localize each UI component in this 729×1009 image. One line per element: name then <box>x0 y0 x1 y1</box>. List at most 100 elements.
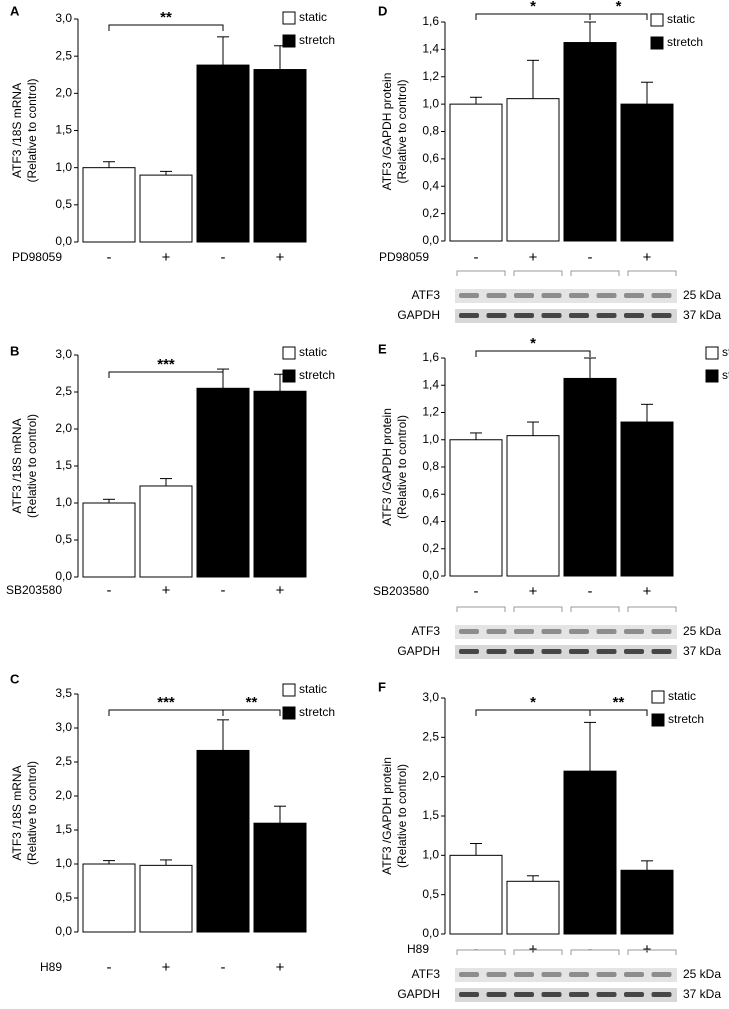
x-tick-label: - <box>107 249 112 266</box>
lane-bracket <box>456 606 506 612</box>
y-axis-title: ATF3 /18S mRNA <box>10 418 24 513</box>
y-tick-label: 2,0 <box>55 788 72 802</box>
bar <box>139 485 193 578</box>
y-tick-label: 0,6 <box>422 486 439 500</box>
lane-bracket <box>513 606 563 612</box>
y-tick-label: 1,2 <box>422 69 439 83</box>
blot-band <box>651 629 672 634</box>
y-tick-label: 0,4 <box>422 514 439 528</box>
blot-label: ATF3 <box>412 288 441 302</box>
blot-band <box>624 972 644 977</box>
blot-band <box>569 972 589 977</box>
bar <box>620 869 674 935</box>
blot-band <box>486 992 507 997</box>
legend-label: stretch <box>299 368 335 382</box>
blot-size: 37 kDa <box>683 644 721 658</box>
x-tick-label: - <box>588 249 593 266</box>
legend-label: stretch <box>722 368 729 382</box>
x-tick-label: + <box>276 582 285 599</box>
blot-band <box>459 972 479 977</box>
y-tick-label: 0,5 <box>55 197 72 211</box>
x-tick-label: + <box>276 249 285 266</box>
legend-label: static <box>722 345 729 359</box>
blot-band <box>486 629 507 634</box>
x-tick-label: - <box>588 941 593 958</box>
legend-swatch <box>282 706 296 720</box>
legend-label: stretch <box>668 712 704 726</box>
significance-bracket <box>589 709 648 716</box>
legend-swatch <box>651 713 665 727</box>
blot-band <box>459 649 479 654</box>
y-tick-label: 0,5 <box>55 532 72 546</box>
x-tick-label: - <box>107 582 112 599</box>
legend-swatch <box>705 369 719 383</box>
y-tick-label: 2,0 <box>55 421 72 435</box>
legend-swatch <box>282 11 296 25</box>
y-tick-label: 2,0 <box>422 769 439 783</box>
y-tick-label: 3,0 <box>55 11 72 25</box>
bar <box>82 863 136 933</box>
significance-bracket <box>475 350 591 357</box>
legend-swatch <box>650 13 664 27</box>
significance-label: ** <box>160 9 172 26</box>
blot-band <box>596 313 617 318</box>
y-tick-label: 1,0 <box>55 160 72 174</box>
significance-bracket <box>589 13 648 20</box>
treatment-label: PD98059 <box>379 250 429 264</box>
blot-label: GAPDH <box>397 308 440 322</box>
lane-bracket <box>513 270 563 276</box>
blot-band <box>569 293 589 298</box>
blot-band <box>486 313 507 318</box>
y-tick-label: 0,4 <box>422 178 439 192</box>
x-tick-label: + <box>529 583 538 600</box>
blot-size: 25 kDa <box>683 288 721 302</box>
lane-bracket <box>627 606 677 612</box>
y-axis-title: (Relative to control) <box>25 761 39 865</box>
legend-swatch <box>650 36 664 50</box>
blot-band <box>541 992 562 997</box>
bar <box>82 167 136 243</box>
blot-band <box>624 293 644 298</box>
y-tick-label: 1,6 <box>422 14 439 28</box>
y-tick-label: 1,5 <box>55 123 72 137</box>
x-tick-label: - <box>107 959 112 976</box>
bar <box>449 439 503 577</box>
blot-band <box>569 313 589 318</box>
x-tick-label: + <box>529 941 538 958</box>
lane-bracket <box>570 949 620 955</box>
significance-bracket <box>222 709 281 716</box>
x-tick-label: + <box>643 941 652 958</box>
y-tick-label: 0,5 <box>55 890 72 904</box>
legend-label: static <box>299 345 327 359</box>
x-tick-label: - <box>221 249 226 266</box>
y-tick-label: 0,5 <box>422 887 439 901</box>
blot-size: 25 kDa <box>683 967 721 981</box>
y-tick-label: 3,0 <box>55 720 72 734</box>
y-tick-label: 0,2 <box>422 541 439 555</box>
y-tick-label: 1,0 <box>55 495 72 509</box>
y-axis-title: ATF3 /GAPDH protein <box>380 408 394 526</box>
legend-swatch <box>282 346 296 360</box>
y-tick-label: 0,6 <box>422 151 439 165</box>
lane-bracket <box>456 270 506 276</box>
legend-label: stretch <box>667 35 703 49</box>
bar <box>139 174 193 243</box>
blot-band <box>624 313 644 318</box>
y-tick-label: 1,5 <box>422 808 439 822</box>
legend-label: stretch <box>299 705 335 719</box>
bar <box>449 854 503 935</box>
y-tick-label: 3,0 <box>422 690 439 704</box>
panel-label: D <box>378 3 387 18</box>
y-tick-label: 1,5 <box>55 822 72 836</box>
legend-label: static <box>668 689 696 703</box>
y-axis-title: ATF3 /18S mRNA <box>10 765 24 860</box>
y-tick-label: 0,0 <box>55 924 72 938</box>
treatment-label: SB203580 <box>373 584 429 598</box>
blot-band <box>486 649 507 654</box>
legend-swatch <box>651 690 665 704</box>
x-tick-label: + <box>643 249 652 266</box>
lane-bracket <box>627 270 677 276</box>
y-axis-title: (Relative to control) <box>395 79 409 183</box>
bar <box>563 770 617 935</box>
